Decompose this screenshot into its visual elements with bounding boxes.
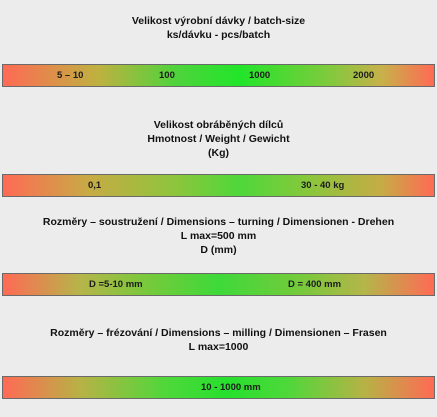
- weight-title-line1: Velikost obráběných dílců: [153, 119, 284, 131]
- batch-label-5-10: 5 – 10: [57, 70, 84, 81]
- turning-range-bar: D =5-10 mm D = 400 mm: [2, 273, 435, 296]
- batch-size-title-line1: Velikost výrobní dávky / batch-size: [131, 15, 306, 27]
- milling-title-line1: Rozměry – frézování / Dimensions – milli…: [50, 327, 387, 339]
- turning-title-line3: D (mm): [200, 244, 237, 256]
- turning-title-line2: L max=500 mm: [180, 230, 257, 242]
- milling-label-range: 10 - 1000 mm: [201, 382, 261, 393]
- batch-label-1000: 1000: [249, 70, 271, 81]
- weight-title-line2: Hmotnost / Weight / Gewicht: [147, 133, 290, 145]
- milling-title-line2: L max=1000: [188, 341, 249, 353]
- turning-label-min: D =5-10 mm: [89, 279, 143, 290]
- weight-title-line3: (Kg): [208, 147, 229, 159]
- batch-label-100: 100: [159, 70, 175, 81]
- turning-title: Rozměry – soustružení / Dimensions – tur…: [0, 215, 437, 257]
- milling-title: Rozměry – frézování / Dimensions – milli…: [0, 326, 437, 354]
- milling-range-bar: 10 - 1000 mm: [2, 376, 435, 399]
- weight-label-min: 0,1: [88, 180, 102, 191]
- batch-size-title-line2: ks/dávku - pcs/batch: [166, 29, 271, 41]
- weight-label-max: 30 - 40 kg: [301, 180, 345, 191]
- weight-title: Velikost obráběných dílců Hmotnost / Wei…: [0, 118, 437, 160]
- turning-label-max: D = 400 mm: [288, 279, 342, 290]
- batch-size-title: Velikost výrobní dávky / batch-size ks/d…: [0, 14, 437, 42]
- weight-range-bar: 0,1 30 - 40 kg: [2, 174, 435, 197]
- turning-title-line1: Rozměry – soustružení / Dimensions – tur…: [42, 216, 395, 228]
- batch-size-range-bar: 5 – 10 100 1000 2000: [2, 64, 435, 87]
- batch-label-2000: 2000: [353, 70, 375, 81]
